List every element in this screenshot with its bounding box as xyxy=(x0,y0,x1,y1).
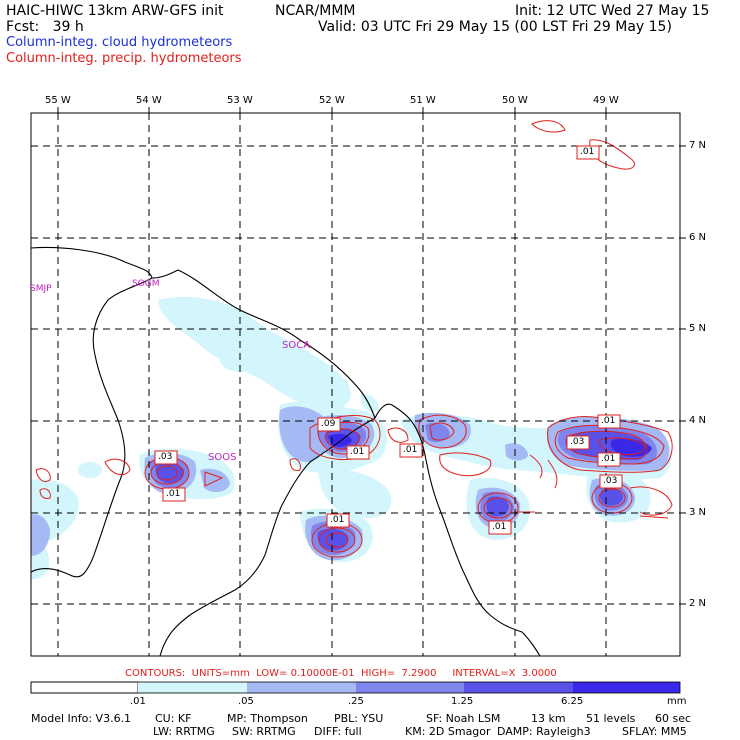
lon-label: 50 W xyxy=(502,95,528,106)
contour-label: .03 xyxy=(603,476,618,486)
contour-label: .01 xyxy=(601,416,616,426)
lon-label: 49 W xyxy=(593,95,619,106)
contour-label: .01 xyxy=(601,454,616,464)
lon-label: 53 W xyxy=(227,95,253,106)
colorbar-unit: mm xyxy=(667,696,687,707)
station-label: SOOS xyxy=(208,452,237,463)
station-label: SOCA xyxy=(282,340,311,351)
coastline xyxy=(31,246,541,656)
contour-label-boxes xyxy=(154,145,623,535)
model-km: KM: 2D Smagor xyxy=(405,725,491,738)
contour-label: .09 xyxy=(321,419,336,429)
lat-label: 7 N xyxy=(689,140,707,151)
lon-label: 51 W xyxy=(410,95,436,106)
model-lw: LW: RRTMG xyxy=(153,725,215,738)
axis-ticks xyxy=(57,107,686,605)
lat-label: 3 N xyxy=(689,507,707,518)
lon-label: 54 W xyxy=(136,95,162,106)
model-resolution: 13 km xyxy=(531,712,566,725)
model-cu: CU: KF xyxy=(155,712,192,725)
valid-time: Valid: 03 UTC Fri 29 May 15 (00 LST Fri … xyxy=(318,19,672,35)
contour-label: .01 xyxy=(580,147,595,157)
lat-label: 5 N xyxy=(689,323,707,334)
model-damp: DAMP: Rayleigh3 xyxy=(497,725,591,738)
colorbar-tick: .25 xyxy=(348,696,364,707)
field-cloud-label: Column-integ. cloud hydrometeors xyxy=(6,35,233,50)
forecast-hour: Fcst: 39 h xyxy=(6,19,84,35)
model-sflay: SFLAY: MM5 xyxy=(622,725,687,738)
model-levels: 51 levels xyxy=(586,712,636,725)
station-label: SOGM xyxy=(132,279,160,289)
graticule xyxy=(31,113,680,656)
model-sf: SF: Noah LSM xyxy=(426,712,501,725)
contour-label: .03 xyxy=(158,452,173,462)
contour-label: .01 xyxy=(330,515,345,525)
init-time: Init: 12 UTC Wed 27 May 15 xyxy=(515,3,710,19)
map-frame xyxy=(30,112,681,657)
lat-label: 4 N xyxy=(689,415,707,426)
model-timestep: 60 sec xyxy=(655,712,692,725)
model-mp: MP: Thompson xyxy=(227,712,308,725)
station-label: SMJP xyxy=(30,284,52,294)
lat-label: 6 N xyxy=(689,232,707,243)
contour-label: .01 xyxy=(350,447,365,457)
model-version: Model Info: V3.6.1 xyxy=(31,712,132,725)
colorbar-tick: 6.25 xyxy=(561,696,584,707)
contour-label: .01 xyxy=(166,489,181,499)
colorbar-tick: .05 xyxy=(238,696,254,707)
model-title: HAIC-HIWC 13km ARW-GFS init xyxy=(6,3,224,19)
contour-label: .01 xyxy=(492,522,507,532)
model-diff: DIFF: full xyxy=(314,725,362,738)
lon-label: 55 W xyxy=(45,95,71,106)
contours-info: CONTOURS: UNITS=mm LOW= 0.10000E-01 HIGH… xyxy=(125,668,557,679)
org-label: NCAR/MMM xyxy=(275,3,356,19)
lat-label: 2 N xyxy=(689,598,707,609)
field-precip-label: Column-integ. precip. hydrometeors xyxy=(6,51,242,66)
colorbar-tick: .01 xyxy=(130,696,146,707)
lon-label: 52 W xyxy=(319,95,345,106)
model-pbl: PBL: YSU xyxy=(334,712,384,725)
colorbar-tick: 1.25 xyxy=(451,696,474,707)
model-sw: SW: RRTMG xyxy=(232,725,296,738)
contour-label: .01 xyxy=(403,445,418,455)
contour-label: .03 xyxy=(570,437,585,447)
